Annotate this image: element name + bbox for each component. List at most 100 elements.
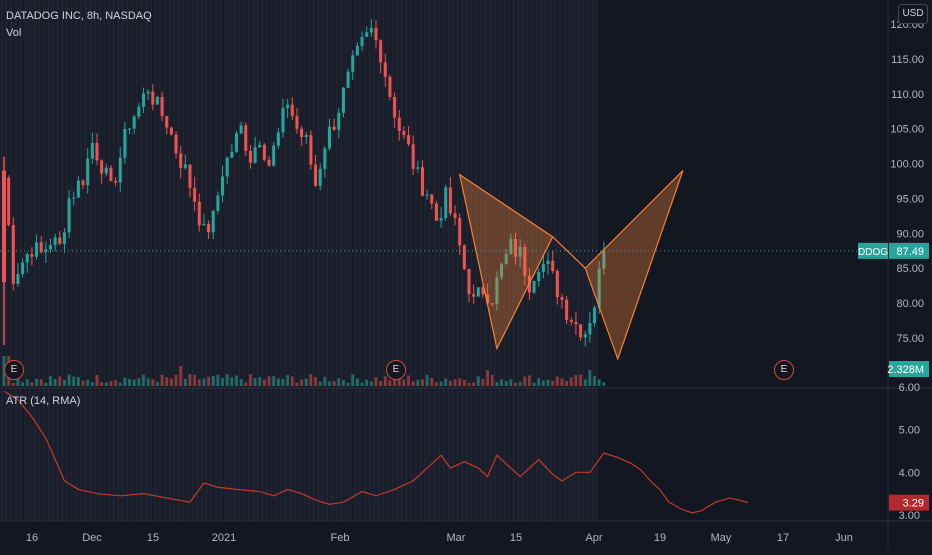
volume-bar [453, 379, 457, 386]
volume-bar [114, 380, 117, 386]
volume-bar [449, 380, 452, 386]
volume-bar [332, 381, 336, 386]
candle-body [49, 245, 52, 250]
candle-body [560, 297, 564, 300]
volume-bar [574, 375, 578, 386]
candle-body [481, 287, 485, 295]
volume-tag [889, 361, 929, 377]
volume-bar [304, 378, 308, 386]
candle-body [95, 142, 99, 161]
candle-body [551, 260, 555, 272]
candle-body [430, 194, 434, 204]
volume-bar [523, 376, 527, 386]
candle-body [458, 218, 462, 246]
volume-bar [462, 380, 466, 386]
volume-bar [142, 374, 145, 386]
earnings-marker-2[interactable]: E [386, 360, 406, 380]
volume-bar [565, 380, 569, 386]
volume-bar [551, 380, 555, 386]
candle-body [355, 45, 359, 56]
volume-bar [239, 379, 243, 386]
volume-bar [360, 382, 364, 386]
volume-bar [314, 377, 317, 386]
volume-bar [579, 374, 582, 386]
volume-bar [318, 381, 322, 386]
volume-bar [211, 375, 215, 386]
candle-body [309, 135, 313, 165]
candle-body [351, 55, 355, 72]
candle-body [397, 117, 401, 132]
volume-bar [356, 378, 359, 386]
candle-body [300, 128, 304, 138]
volume-bar [156, 381, 159, 386]
candle-body [523, 246, 527, 276]
volume-bar [328, 381, 331, 386]
candle-body [425, 194, 429, 196]
volume-bar [300, 379, 303, 386]
volume-bar [253, 378, 257, 386]
volume-bar [137, 378, 141, 386]
volume-bar [532, 382, 536, 386]
candle-body [328, 126, 331, 149]
candle-body [100, 160, 104, 174]
candle-body [295, 116, 299, 129]
price-tick-label: 90.00 [896, 228, 924, 240]
candle-body [407, 134, 411, 145]
candle-body [286, 104, 290, 109]
volume-bar [602, 382, 606, 386]
candle-body [402, 131, 406, 135]
candle-body [7, 177, 11, 225]
candle-body [341, 87, 345, 113]
candle-body [490, 303, 494, 305]
volume-bar [95, 375, 99, 386]
atr-tick-label: 4.00 [899, 467, 920, 479]
volume-bar [276, 378, 280, 386]
volume-bar [439, 381, 443, 386]
price-tick-label: 110.00 [891, 89, 924, 101]
volume-bar [263, 379, 266, 386]
volume-tag-label: 2.328M [887, 364, 924, 376]
pattern-triangle-2 [584, 170, 684, 361]
candle-body [165, 115, 169, 128]
volume-bar [30, 382, 34, 386]
candle-body [160, 96, 164, 116]
volume-bar [225, 374, 229, 386]
candle-body [155, 96, 159, 105]
volume-bar [249, 374, 252, 386]
candle-body [137, 106, 141, 117]
volume-bar [528, 375, 531, 386]
candle-body [202, 223, 206, 226]
candle-body [118, 157, 122, 183]
volume-bar [202, 378, 206, 386]
volume-bar [500, 379, 503, 386]
volume-bar [481, 378, 485, 386]
candle-body [267, 159, 271, 166]
earnings-marker-3[interactable]: E [774, 360, 794, 380]
time-tick-label: Feb [331, 532, 350, 544]
candle-body [555, 271, 559, 298]
volume-bar [118, 382, 122, 386]
earnings-marker-1[interactable]: E [4, 360, 24, 380]
volume-bar [235, 375, 238, 386]
candle-body [179, 153, 183, 168]
candle-body [579, 324, 583, 338]
candle-body [565, 299, 569, 321]
volume-bar [588, 370, 592, 386]
volume-bar [351, 374, 355, 386]
volume-bar [146, 378, 150, 386]
atr-tag-label: 3.29 [903, 498, 924, 510]
volume-bar [388, 380, 392, 386]
atr-tag [889, 494, 929, 511]
volume-bar [221, 378, 224, 386]
candle-body [332, 126, 336, 130]
candle-body [62, 232, 66, 244]
candle-body [132, 116, 136, 129]
candle-body [569, 320, 573, 322]
volume-bar [569, 377, 573, 386]
volume-bar [86, 379, 90, 386]
currency-button[interactable]: USD [898, 4, 928, 24]
candle-body [104, 167, 108, 174]
candle-body [281, 108, 285, 133]
price-tag-label: 87.49 [896, 246, 924, 258]
